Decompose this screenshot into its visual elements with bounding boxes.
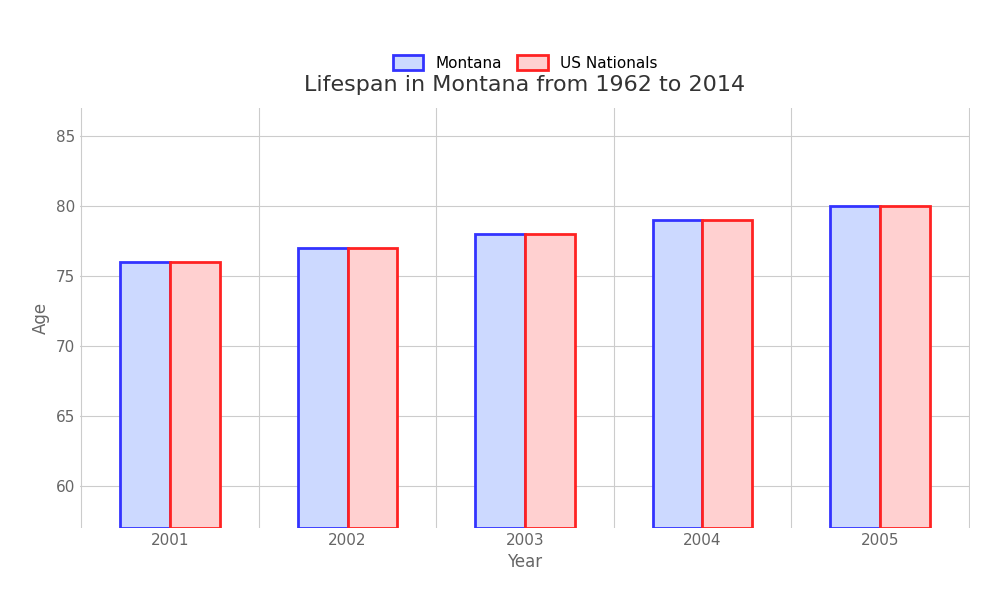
Bar [880,206,930,528]
Bar [298,248,348,528]
Bar [348,248,397,528]
Bar [120,262,170,528]
Title: Lifespan in Montana from 1962 to 2014: Lifespan in Montana from 1962 to 2014 [304,76,746,95]
Bar [702,220,752,528]
Y-axis label: Age: Age [32,302,50,334]
Bar [830,206,880,528]
Bar [653,220,702,528]
X-axis label: Year: Year [507,553,543,571]
Bar [170,262,220,528]
Bar [525,234,575,528]
Legend: Montana, US Nationals: Montana, US Nationals [386,49,664,77]
Bar [475,234,525,528]
